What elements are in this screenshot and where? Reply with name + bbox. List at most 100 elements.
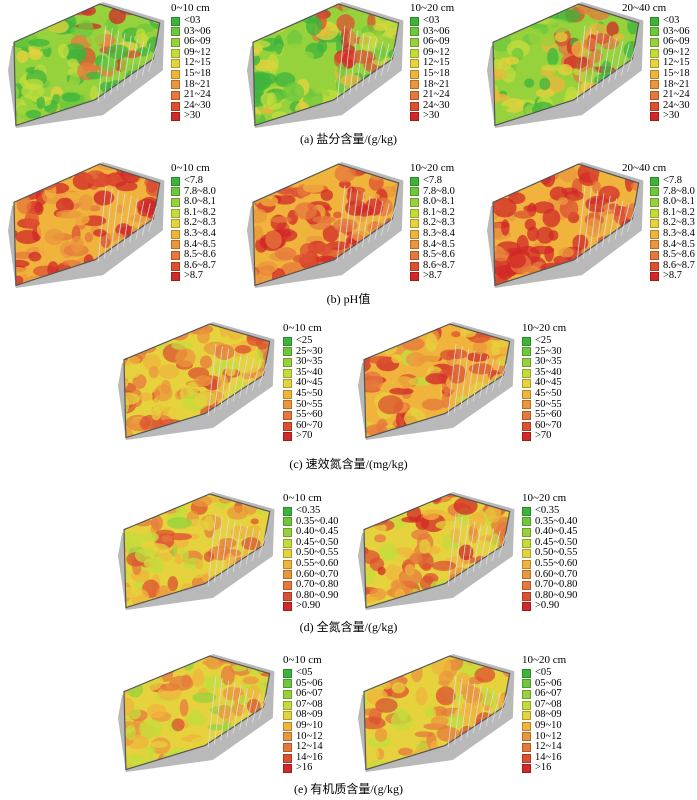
map-patch	[250, 518, 259, 525]
legend-swatch	[283, 570, 292, 580]
map-patch	[122, 164, 142, 169]
map-patch	[178, 656, 196, 659]
map-patch	[573, 69, 582, 76]
map-patch	[182, 656, 195, 671]
map-patch	[253, 184, 272, 196]
map-patch	[55, 197, 74, 213]
map-patch	[559, 119, 577, 126]
map-patch	[493, 201, 501, 213]
map-patch	[17, 176, 39, 183]
legend-label: <0.35	[535, 505, 560, 516]
map-patch	[493, 164, 504, 184]
legend-item: 03~06	[650, 26, 690, 38]
legend-swatch	[650, 187, 659, 197]
legend-label: 14~16	[535, 751, 562, 763]
map-patch	[462, 685, 479, 704]
map-patch	[220, 665, 235, 686]
map-patch	[147, 704, 167, 718]
map-patch	[385, 564, 403, 581]
map-patch	[54, 74, 63, 82]
map-patch	[436, 725, 460, 742]
depth-label: 10~20 cm	[410, 2, 455, 14]
legend-item: 0.60~0.70	[522, 569, 577, 581]
legend-item: 8.6~8.7	[410, 260, 455, 272]
map-patch	[282, 164, 308, 174]
legend-label: 10~12	[296, 730, 323, 742]
building-hatch	[245, 690, 255, 727]
map-patch	[487, 274, 492, 283]
map-patch	[623, 270, 639, 284]
map-patch	[257, 261, 278, 274]
map-patch	[138, 494, 154, 502]
map-patch	[418, 767, 430, 770]
map-patch	[253, 19, 262, 29]
map-patch	[459, 424, 472, 438]
map-patch	[402, 729, 415, 736]
legend-swatch	[650, 219, 659, 229]
map-patch	[494, 738, 510, 758]
legend-label: 12~14	[535, 741, 562, 753]
legend-label: 0.70~0.80	[535, 579, 578, 591]
map-patch	[230, 664, 247, 672]
legend-item: 8.6~8.7	[171, 260, 216, 272]
legend-swatch	[650, 101, 659, 111]
building-hatch	[129, 198, 138, 244]
building-hatch	[380, 43, 390, 76]
map-patch	[124, 656, 139, 668]
legend-item: <7.8	[650, 175, 695, 187]
map-patch	[282, 164, 298, 179]
legend-swatch	[171, 69, 180, 79]
map-patch	[536, 226, 554, 244]
legend-item: <03	[410, 15, 450, 27]
building-hatch	[141, 203, 151, 236]
map-patch	[375, 698, 398, 713]
map-patch	[422, 510, 440, 521]
map-patch	[364, 689, 369, 709]
map-patch	[275, 247, 297, 261]
building-hatch	[251, 360, 261, 391]
map-patch	[504, 56, 520, 65]
map-patch	[500, 422, 510, 437]
map-patch	[286, 43, 306, 51]
map-patch	[364, 324, 371, 334]
map-patch	[450, 527, 461, 544]
map-patch	[274, 35, 284, 55]
map-patch	[364, 337, 381, 352]
legend-item: 45~50	[283, 388, 323, 400]
map-patch	[231, 702, 245, 717]
map-patch	[14, 9, 23, 17]
legend-swatch	[283, 679, 292, 689]
map-patch	[346, 191, 365, 202]
map-patch	[376, 106, 399, 113]
map-patch	[492, 744, 505, 764]
legend-item: <05	[522, 667, 562, 679]
map-patch	[475, 416, 491, 435]
map-patch	[238, 355, 262, 374]
map-patch	[507, 252, 526, 269]
map-patch	[116, 112, 135, 126]
map-patch	[502, 591, 510, 608]
map-patch	[317, 40, 328, 53]
map-patch	[558, 247, 574, 258]
map-patch	[364, 716, 386, 730]
legend-swatch	[522, 732, 531, 742]
map-patch	[258, 517, 270, 525]
map-patch	[119, 266, 128, 277]
map-patch	[438, 670, 454, 686]
map-patch	[501, 735, 510, 751]
legend-item: 0.60~0.70	[283, 569, 338, 581]
map-patch	[253, 72, 278, 86]
legend-swatch	[522, 580, 531, 590]
legend-label: 09~12	[423, 46, 450, 58]
legend-swatch	[522, 570, 531, 580]
building-hatch	[472, 353, 482, 402]
map-patch	[154, 384, 173, 402]
legend-swatch	[283, 389, 292, 399]
map-patch	[259, 9, 283, 28]
map-patch	[162, 494, 172, 503]
legend-swatch	[650, 80, 659, 90]
depth-label: 10~20 cm	[522, 492, 567, 504]
legend-item: <05	[283, 667, 323, 679]
map-patch	[89, 205, 101, 212]
map-patch	[48, 164, 65, 168]
